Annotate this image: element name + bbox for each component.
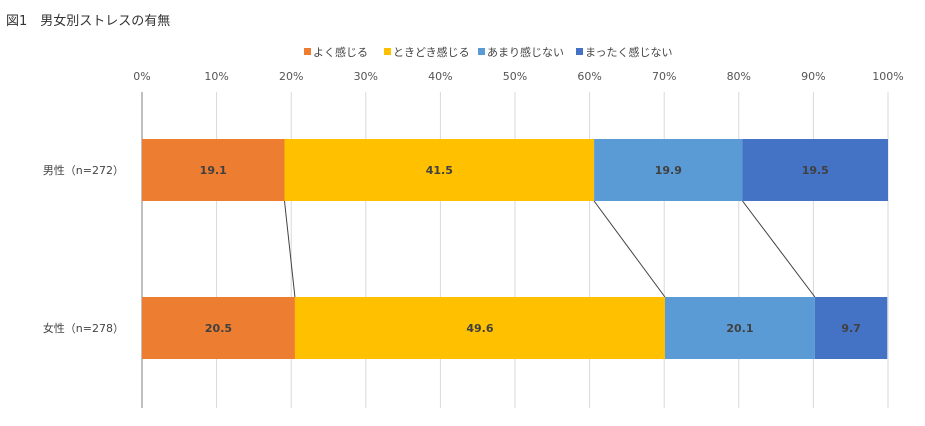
legend-swatch (478, 48, 485, 55)
x-tick-label: 100% (872, 70, 903, 83)
legend-swatch (576, 48, 583, 55)
data-label: 20.5 (205, 322, 232, 335)
series-connector-lines (283, 200, 816, 298)
data-labels: 19.1 41.5 19.9 19.5 20.5 49.6 20.1 9.7 (200, 164, 861, 335)
legend-label: ときどき感じる (393, 46, 470, 59)
x-tick-label: 40% (428, 70, 452, 83)
legend-label: まったく感じない (585, 46, 673, 59)
category-label: 男性（n=272） (43, 163, 124, 177)
bar-segment (142, 297, 295, 359)
data-label: 49.6 (466, 322, 493, 335)
bar-segment (814, 297, 888, 359)
data-label: 41.5 (426, 164, 453, 177)
bar-segment (284, 139, 595, 201)
x-tick-label: 0% (133, 70, 150, 83)
x-tick-label: 30% (354, 70, 378, 83)
data-label: 20.1 (726, 322, 753, 335)
data-label: 19.9 (655, 164, 682, 177)
data-label: 19.1 (200, 164, 227, 177)
data-label: 19.5 (802, 164, 829, 177)
series-line (593, 200, 666, 298)
data-label: 9.7 (841, 322, 861, 335)
legend-label: あまり感じない (487, 46, 564, 59)
bar-segment (594, 139, 743, 201)
category-labels: 男性（n=272） 女性（n=278） (43, 163, 124, 335)
x-axis-ticks: 0% 10% 20% 30% 40% 50% 60% 70% 80% 90% 100% (133, 70, 903, 83)
x-tick-label: 70% (652, 70, 676, 83)
legend-swatch (384, 48, 391, 55)
bar-segment (294, 297, 665, 359)
legend-label: よく感じる (313, 46, 368, 59)
x-tick-label: 10% (204, 70, 228, 83)
x-tick-label: 50% (503, 70, 527, 83)
x-tick-label: 80% (727, 70, 751, 83)
legend: よく感じる ときどき感じる あまり感じない まったく感じない (304, 46, 673, 59)
bars (142, 139, 888, 359)
chart-title: 図1 男女別ストレスの有無 (6, 14, 171, 29)
legend-swatch (304, 48, 311, 55)
series-line (742, 200, 816, 298)
bar-segment (664, 297, 815, 359)
bar-segment (742, 139, 888, 201)
bar-segment (142, 139, 285, 201)
series-line (283, 200, 296, 298)
x-tick-label: 90% (801, 70, 825, 83)
x-tick-label: 20% (279, 70, 303, 83)
category-label: 女性（n=278） (43, 321, 124, 335)
x-tick-label: 60% (577, 70, 601, 83)
